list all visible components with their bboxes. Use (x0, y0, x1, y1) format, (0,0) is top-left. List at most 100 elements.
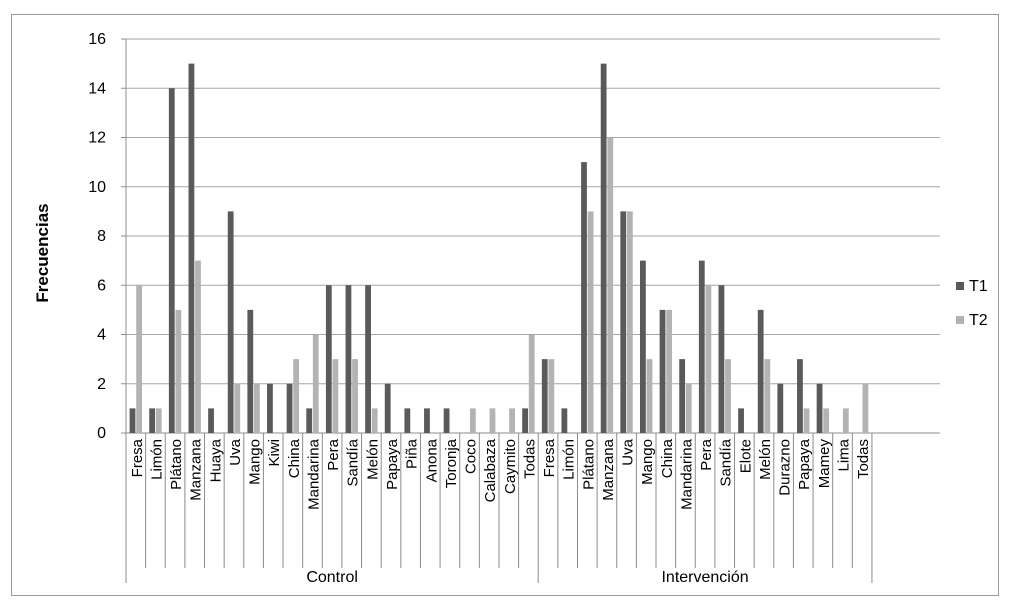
x-tick-label: Plátano (168, 439, 185, 490)
x-tick-label: Melón (364, 439, 381, 480)
legend-label: T1 (969, 278, 988, 295)
x-tick-label: Lima (835, 438, 852, 471)
y-tick-label: 2 (97, 376, 106, 393)
bar-t1 (149, 408, 156, 433)
x-tick-label: Limón (148, 439, 165, 480)
bar-t2 (312, 334, 319, 433)
group-label: Intervención (661, 569, 748, 586)
bar-t2 (489, 408, 496, 433)
bar-t1 (306, 408, 313, 433)
x-tick-label: Elote (737, 439, 754, 473)
bar-t1 (168, 88, 175, 433)
bar-t2 (666, 309, 673, 433)
bar-t1 (797, 359, 803, 433)
gridlines (126, 38, 940, 434)
x-tick-label: Huaya (207, 438, 224, 482)
bar-t2 (803, 408, 810, 433)
bar-t1 (659, 309, 666, 433)
bar-t1 (620, 211, 627, 433)
x-tick-label: Manzana (188, 438, 205, 500)
y-tick-label: 8 (97, 228, 106, 245)
group-label: Control (306, 569, 358, 586)
x-tick-label: Calabaza (482, 438, 499, 502)
x-tick-label: China (659, 438, 676, 478)
bar-t2 (626, 211, 633, 433)
group-labels: Control Intervención (306, 569, 748, 586)
bar-t1 (424, 408, 430, 433)
x-tick-label: Limón (561, 439, 578, 480)
x-tick-label: Mandarina (678, 438, 695, 510)
bar-t2 (705, 285, 712, 433)
x-tick-label: Plátano (580, 439, 597, 490)
bar-t1 (816, 383, 823, 433)
bar-t1 (718, 285, 725, 433)
bar-t2 (155, 408, 162, 433)
bar-t1 (384, 383, 391, 433)
x-tick-label: Sandía (718, 438, 735, 486)
bar-t1 (679, 359, 686, 433)
bar-t2 (332, 359, 339, 433)
bar-t1 (600, 63, 607, 433)
x-tick-label: Pera (325, 438, 342, 470)
x-tick-label: Fresa (541, 438, 558, 477)
x-tick-label: Mango (247, 439, 264, 485)
y-tick-label: 4 (97, 327, 106, 344)
bar-t2 (587, 211, 594, 433)
bar-t1 (639, 260, 646, 433)
x-tick-label: Todas (521, 439, 538, 479)
x-tick-labels: Fresa Limón Plátano Manzana Huaya Uva Mango Kiw… (129, 438, 872, 510)
x-tick-label: Coco (463, 439, 480, 474)
bar-t1 (698, 260, 705, 433)
bar-t1 (129, 408, 136, 433)
y-tick-label: 10 (88, 179, 106, 196)
bar-t1 (345, 285, 352, 433)
bar-t2 (685, 383, 692, 433)
x-tick-label: Papaya (796, 438, 813, 490)
y-tick-label: 16 (88, 31, 106, 48)
x-tick-label: Anona (423, 438, 440, 482)
bar-t2 (371, 408, 378, 433)
x-tick-label: Toronja (443, 438, 460, 488)
x-tick-label: Melón (757, 439, 774, 480)
x-tick-label: Uva (227, 438, 244, 465)
y-tick-label: 14 (88, 80, 106, 97)
bar-t1 (757, 309, 764, 433)
x-tick-label: Pera (698, 438, 715, 470)
bar-t2 (764, 359, 771, 433)
y-tick-label: 0 (97, 425, 106, 442)
bar-t1 (738, 408, 744, 433)
y-tick-label: 6 (97, 277, 106, 294)
bars (129, 63, 869, 433)
bar-t2 (509, 408, 515, 433)
bar-t1 (522, 408, 529, 433)
y-axis-title: Frecuencias (33, 203, 52, 302)
bar-t2 (253, 383, 260, 433)
bar-t1 (227, 211, 234, 433)
x-tick-label: Durazno (777, 439, 794, 496)
legend: T1 T2 (956, 278, 988, 329)
bar-t2 (548, 359, 555, 433)
bar-t2 (725, 359, 731, 433)
x-tick-label: China (286, 438, 303, 478)
bar-t2 (352, 359, 358, 433)
x-tick-label: Mamey (816, 439, 833, 489)
x-tick-label: Kiwi (266, 439, 283, 467)
bar-t1 (188, 63, 195, 433)
x-tick-label: Manzana (600, 438, 617, 500)
bar-t1 (561, 408, 568, 433)
bar-t1 (247, 309, 254, 433)
bar-t2 (528, 334, 535, 433)
x-tick-label: Papaya (384, 438, 401, 490)
bar-t1 (286, 383, 293, 433)
axes (121, 38, 873, 583)
x-tick-label: Uva (620, 438, 637, 465)
x-tick-label: Todas (855, 439, 872, 479)
bar-t2 (862, 383, 869, 433)
y-tick-labels: 0 2 4 6 8 10 12 14 16 (88, 31, 106, 442)
x-tick-label: Sandía (345, 438, 362, 486)
bar-t1 (777, 383, 784, 433)
x-tick-label: Mandarina (305, 438, 322, 510)
x-tick-label: Piña (404, 438, 421, 469)
bar-t2 (469, 408, 476, 433)
